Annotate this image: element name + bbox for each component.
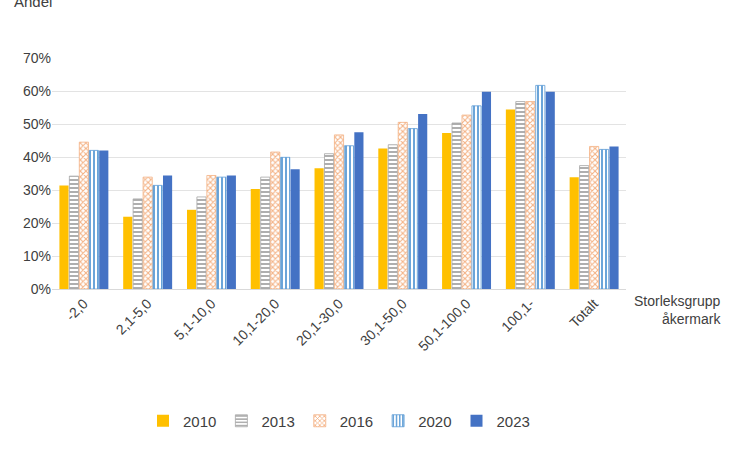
svg-text:20%: 20% xyxy=(23,215,51,231)
svg-text:30,1-50,0: 30,1-50,0 xyxy=(357,295,410,348)
svg-text:70%: 70% xyxy=(23,50,51,66)
svg-text:-2,0: -2,0 xyxy=(63,295,92,324)
svg-text:10,1-20,0: 10,1-20,0 xyxy=(229,295,282,348)
svg-text:2010: 2010 xyxy=(183,413,216,430)
svg-text:Totalt: Totalt xyxy=(566,295,601,330)
svg-text:10%: 10% xyxy=(23,248,51,264)
svg-text:30%: 30% xyxy=(23,182,51,198)
svg-text:20,1-30,0: 20,1-30,0 xyxy=(293,295,346,348)
svg-text:2016: 2016 xyxy=(340,413,373,430)
svg-text:2013: 2013 xyxy=(261,413,294,430)
svg-text:50,1-100,0: 50,1-100,0 xyxy=(415,295,474,354)
svg-text:Storleksgruppåkermark: Storleksgruppåkermark xyxy=(634,293,721,327)
svg-text:2023: 2023 xyxy=(497,413,530,430)
svg-text:0%: 0% xyxy=(31,281,51,297)
svg-text:60%: 60% xyxy=(23,83,51,99)
svg-text:2020: 2020 xyxy=(418,413,451,430)
svg-text:2,1-5,0: 2,1-5,0 xyxy=(113,295,155,337)
svg-text:Andel: Andel xyxy=(14,0,52,10)
svg-text:50%: 50% xyxy=(23,116,51,132)
svg-text:100,1-: 100,1- xyxy=(498,295,538,335)
svg-text:5,1-10,0: 5,1-10,0 xyxy=(171,295,219,343)
svg-text:40%: 40% xyxy=(23,149,51,165)
